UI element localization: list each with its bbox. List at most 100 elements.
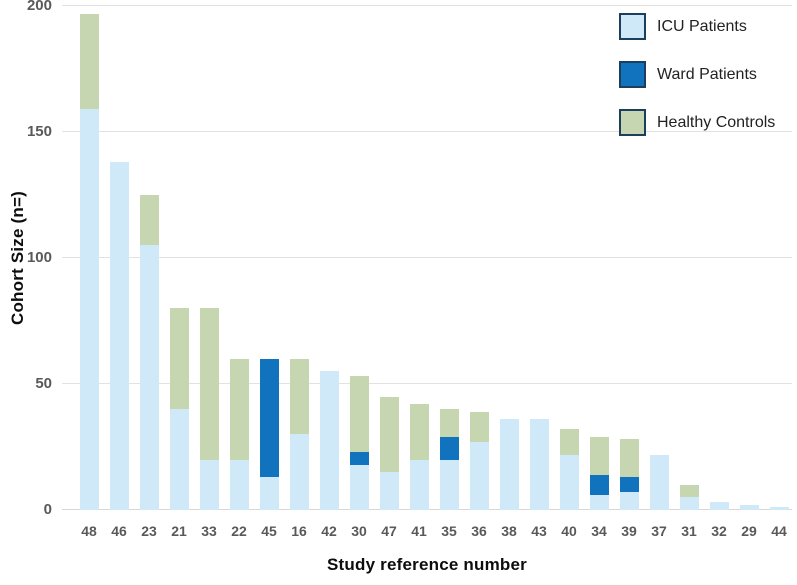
bar-segment-healthy-controls (139, 195, 159, 246)
bar-48 (79, 6, 99, 510)
x-tick-label: 30 (351, 523, 367, 539)
bar-segment-icu-patients (79, 109, 99, 510)
x-tick-label: 35 (441, 523, 457, 539)
x-tick-label: 42 (321, 523, 337, 539)
bar-segment-icu-patients (229, 459, 249, 510)
x-tick-label: 21 (171, 523, 187, 539)
bar-40 (559, 6, 579, 510)
bar-segment-ward-patients (619, 477, 639, 493)
bar-segment-ward-patients (259, 358, 279, 478)
x-tick-label: 37 (651, 523, 667, 539)
bar-segment-icu-patients (649, 454, 669, 510)
bar-segment-healthy-controls (199, 308, 219, 460)
bar-segment-icu-patients (139, 245, 159, 510)
x-tick-label: 23 (141, 523, 157, 539)
x-tick-label: 47 (381, 523, 397, 539)
bar-segment-icu-patients (739, 504, 759, 510)
bar-33 (199, 6, 219, 510)
x-tick-label: 44 (771, 523, 787, 539)
x-tick-label: 36 (471, 523, 487, 539)
bar-38 (499, 6, 519, 510)
x-tick-label: 22 (231, 523, 247, 539)
x-tick-label: 45 (261, 523, 277, 539)
y-tick-label: 50 (35, 375, 52, 392)
gridline (62, 5, 792, 6)
x-tick-label: 31 (681, 523, 697, 539)
bar-segment-icu-patients (109, 162, 129, 510)
bar-41 (409, 6, 429, 510)
plot-area: 0 50 100 150 200 48 46 23 21 33 22 45 16 42 30 47 41 35 36… (27, 0, 792, 539)
bar-segment-icu-patients (409, 459, 429, 510)
bar-segment-healthy-controls (229, 358, 249, 460)
bar-segment-healthy-controls (679, 484, 699, 498)
bar-segment-healthy-controls (349, 376, 369, 453)
legend-item-ward-patients: Ward Patients (619, 61, 775, 88)
bar-segment-healthy-controls (79, 13, 99, 110)
x-tick-label: 32 (711, 523, 727, 539)
legend-item-icu-patients: ICU Patients (619, 13, 775, 40)
legend-label-icu-patients: ICU Patients (657, 17, 747, 35)
legend-swatch-ward-patients (619, 61, 646, 88)
bar-segment-icu-patients (499, 419, 519, 510)
bar-segment-healthy-controls (589, 436, 609, 475)
bar-segment-icu-patients (199, 459, 219, 510)
y-tick-label: 0 (43, 501, 52, 518)
bar-32 (709, 6, 729, 510)
bar-segment-healthy-controls (559, 429, 579, 455)
bar-segment-icu-patients (529, 419, 549, 510)
bar-segment-icu-patients (679, 497, 699, 510)
x-tick-label: 34 (591, 523, 607, 539)
bar-21 (169, 6, 189, 510)
bar-segment-icu-patients (259, 477, 279, 510)
y-tick-label: 200 (26, 0, 52, 14)
bar-47 (379, 6, 399, 510)
bar-segment-icu-patients (769, 507, 789, 510)
bar-23 (139, 6, 159, 510)
bar-segment-icu-patients (319, 371, 339, 510)
bar-segment-healthy-controls (469, 411, 489, 442)
bar-39 (619, 6, 639, 510)
bar-30 (349, 6, 369, 510)
bar-36 (469, 6, 489, 510)
x-tick-label: 41 (411, 523, 427, 539)
bar-segment-icu-patients (559, 454, 579, 510)
bar-43 (529, 6, 549, 510)
bar-segment-healthy-controls (289, 358, 309, 435)
x-tick-label: 16 (291, 523, 307, 539)
bar-segment-healthy-controls (379, 396, 399, 473)
bar-46 (109, 6, 129, 510)
bar-35 (439, 6, 459, 510)
y-tick-label: 150 (26, 123, 52, 140)
bar-37 (649, 6, 669, 510)
x-tick-label: 48 (81, 523, 97, 539)
bar-segment-ward-patients (589, 474, 609, 495)
bar-31 (679, 6, 699, 510)
bar-segment-ward-patients (439, 436, 459, 460)
legend-item-healthy-controls: Healthy Controls (619, 109, 775, 136)
legend-swatch-icu-patients (619, 13, 646, 40)
bar-segment-healthy-controls (619, 439, 639, 478)
y-tick-label: 100 (26, 249, 52, 266)
x-tick-label: 38 (501, 523, 517, 539)
bar-segment-icu-patients (709, 502, 729, 510)
legend-label-healthy-controls: Healthy Controls (657, 113, 776, 131)
legend-label-ward-patients: Ward Patients (657, 65, 757, 83)
bar-45 (259, 6, 279, 510)
x-tick-label: 40 (561, 523, 577, 539)
bar-segment-healthy-controls (409, 404, 429, 460)
bar-42 (319, 6, 339, 510)
bar-segment-icu-patients (169, 409, 189, 510)
bar-segment-healthy-controls (439, 409, 459, 437)
x-tick-label: 33 (201, 523, 217, 539)
bar-segment-healthy-controls (169, 308, 189, 410)
gridline (62, 131, 792, 132)
bar-segment-icu-patients (289, 434, 309, 510)
gridline (62, 383, 792, 384)
bar-34 (589, 6, 609, 510)
legend-swatch-healthy-controls (619, 109, 646, 136)
bar-segment-icu-patients (439, 459, 459, 510)
bar-segment-icu-patients (379, 472, 399, 510)
bar-segment-icu-patients (619, 492, 639, 510)
x-tick-label: 39 (621, 523, 637, 539)
